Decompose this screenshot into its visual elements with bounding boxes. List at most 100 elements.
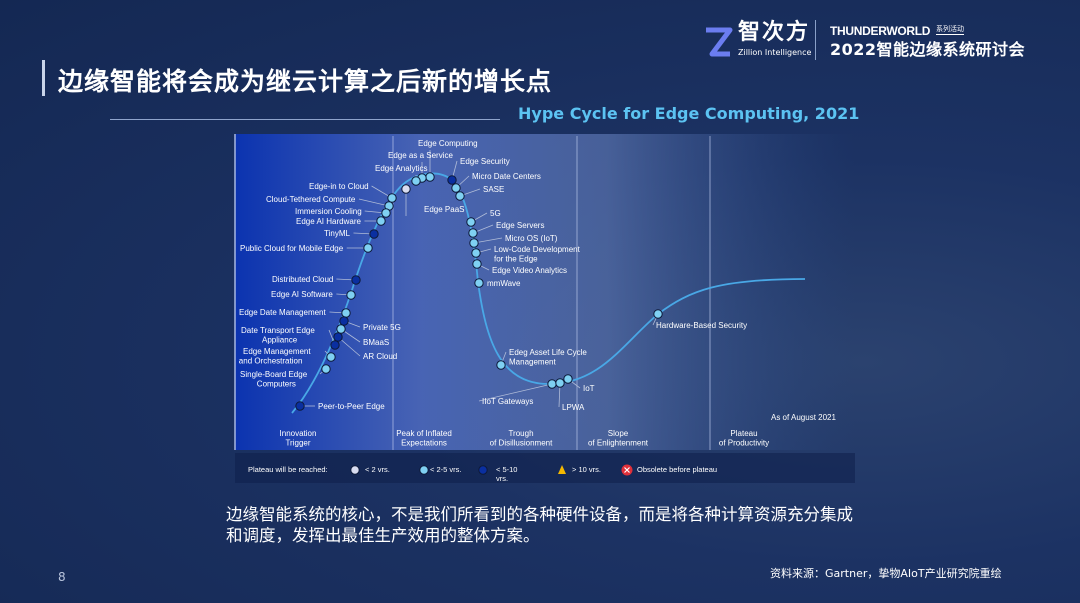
leader-line	[358, 198, 390, 207]
tech-edge-management-and-orchestration-label: Edge Management and Orchestration	[239, 347, 312, 366]
tech-edeg-asset-life-cycle-management-label: Edeg Asset Life Cycle Management	[509, 348, 587, 367]
leader-line	[337, 336, 361, 357]
tech-iiot-gateways-marker	[547, 379, 557, 389]
leader-line	[473, 237, 503, 244]
tech-edge-servers-label: Edge Servers	[496, 221, 544, 230]
tech-lpwa-label: LPWA	[562, 403, 585, 412]
legend-lt2-circle-icon	[350, 465, 360, 475]
chart-title: Hype Cycle for Edge Computing, 2021	[518, 104, 860, 123]
legend-5to10-circle-icon	[478, 465, 488, 475]
logo-divider	[815, 20, 816, 60]
tech-edge-ai-hardware-label: Edge AI Hardware	[296, 217, 361, 226]
tech-date-transport-edge-appliance-label: Date Transport Edge Appliance	[241, 326, 315, 345]
tech-low-code-development-for-the-edge-marker	[471, 248, 481, 258]
tech-edge-video-analytics-marker	[472, 259, 482, 269]
tech-edge-paas-marker	[401, 184, 411, 194]
phase-label: Slope of Enlightenment	[588, 429, 649, 448]
tech-edge-security-marker	[447, 175, 457, 185]
tech-tinyml-marker	[369, 229, 379, 239]
tech-edge-date-management-marker	[341, 308, 351, 318]
legend-gt10-label: > 10 vrs.	[572, 465, 601, 474]
tech-distributed-cloud-label: Distributed Cloud	[272, 275, 333, 284]
tech-edge-ai-hardware-marker	[376, 216, 386, 226]
phase-label: Plateau of Productivity	[719, 429, 769, 448]
title-accent-bar	[42, 60, 45, 96]
tech-single-board-edge-computers-marker	[321, 364, 331, 374]
tech-ar-cloud-label: AR Cloud	[363, 352, 397, 361]
tech-hardware-based-security-marker	[653, 309, 663, 319]
title-divider	[110, 119, 500, 120]
page-number: 8	[58, 570, 66, 584]
phase-label: Trough of Disillusionment	[490, 429, 553, 448]
tech-edge-paas-label: Edge PaaS	[424, 205, 464, 214]
tech-immersion-cooling-marker	[381, 208, 391, 218]
tech-edge-date-management-label: Edge Date Management	[239, 308, 327, 317]
tech-hardware-based-security-label: Hardware-Based Security	[656, 321, 747, 330]
tech-iot-marker	[563, 374, 573, 384]
tech-micro-date-centers-label: Micro Date Centers	[472, 172, 541, 181]
tech-edge-as-a-service-label: Edge as a Service	[388, 151, 453, 160]
tech-cloud-tethered-compute-label: Cloud-Tethered Compute	[266, 195, 356, 204]
tech-edeg-asset-life-cycle-management-marker	[496, 360, 506, 370]
tech-iot-label: IoT	[583, 384, 595, 393]
tech-private-5g-marker	[339, 316, 349, 326]
legend-2to5-circle-icon	[419, 465, 429, 475]
tech-micro-os-iot-label: Micro OS (IoT)	[505, 234, 558, 243]
tech-public-cloud-for-mobile-edge-marker	[363, 243, 373, 253]
tech-edge-analytics-label: Edge Analytics	[375, 164, 427, 173]
tech-edge-servers-marker	[468, 228, 478, 238]
tech-date-transport-edge-appliance-marker	[330, 340, 340, 350]
tech-immersion-cooling-label: Immersion Cooling	[295, 207, 362, 216]
slide-title: 边缘智能将会成为继云计算之后新的增长点	[58, 67, 553, 96]
legend-title: Plateau will be reached:	[248, 465, 328, 474]
tech-bmaas-marker	[336, 324, 346, 334]
tech-edge-computing-marker	[425, 172, 435, 182]
logo-subtext: Zillion Intelligence	[738, 48, 812, 57]
legend-lt2-label: < 2 vrs.	[365, 465, 390, 474]
tech-public-cloud-for-mobile-edge-label: Public Cloud for Mobile Edge	[240, 244, 344, 253]
tech-5g-label: 5G	[490, 209, 501, 218]
legend-band	[235, 453, 855, 483]
tech-edge-security-label: Edge Security	[460, 157, 510, 166]
tech-sase-label: SASE	[483, 185, 504, 194]
tech-sase-marker	[455, 191, 465, 201]
tech-5g-marker	[466, 217, 476, 227]
tech-micro-date-centers-marker	[451, 183, 461, 193]
tech-edge-ai-software-marker	[346, 290, 356, 300]
chart-plot-area	[235, 134, 855, 450]
tech-edge-analytics-marker	[411, 176, 421, 186]
tech-distributed-cloud-marker	[351, 275, 361, 285]
tech-iiot-gateways-label: IIoT Gateways	[482, 397, 533, 406]
legend-gt10-triangle-icon	[558, 465, 566, 474]
zillion-logo-mark	[706, 27, 733, 57]
event-name: THUNDERWORLD	[830, 24, 931, 38]
logo-text: 智次方	[738, 20, 811, 45]
tech-micro-os-iot-marker	[469, 238, 479, 248]
tech-mmwave-marker	[474, 278, 484, 288]
tech-lpwa-marker	[555, 378, 565, 388]
as-of-date: As of August 2021	[771, 413, 836, 422]
tech-edge-in-to-cloud-marker	[387, 193, 397, 203]
phase-label: Innovation Trigger	[280, 429, 317, 448]
tech-edge-management-and-orchestration-marker	[326, 352, 336, 362]
legend-obsolete-label: Obsolete before plateau	[637, 465, 717, 474]
x-mark	[624, 467, 630, 473]
tech-private-5g-label: Private 5G	[363, 323, 401, 332]
tech-edge-in-to-cloud-label: Edge-in to Cloud	[309, 182, 369, 191]
phase-label: Peak of Inflated Expectations	[396, 429, 452, 448]
tech-low-code-development-for-the-edge-label: Low-Code Development for the Edge	[494, 245, 581, 264]
tech-mmwave-label: mmWave	[487, 279, 521, 288]
tech-edge-video-analytics-label: Edge Video Analytics	[492, 266, 567, 275]
slide-body-text: 边缘智能系统的核心，不是我们所看到的各种硬件设备，而是将各种计算资源充分集成和调…	[226, 505, 853, 545]
legend-2to5-label: < 2-5 vrs.	[430, 465, 461, 474]
tech-peer-to-peer-edge-marker	[295, 401, 305, 411]
source-note: 资料来源：Gartner，挚物AIoT产业研究院重绘	[770, 567, 1002, 580]
tech-edge-computing-label: Edge Computing	[418, 139, 478, 148]
legend-5to10-label: < 5-10 vrs.	[496, 465, 517, 483]
tech-peer-to-peer-edge-label: Peer-to-Peer Edge	[318, 402, 385, 411]
tech-tinyml-label: TinyML	[324, 229, 350, 238]
tech-edge-ai-software-label: Edge AI Software	[271, 290, 333, 299]
tech-bmaas-label: BMaaS	[363, 338, 389, 347]
event-badge: 系列活动	[936, 25, 964, 35]
